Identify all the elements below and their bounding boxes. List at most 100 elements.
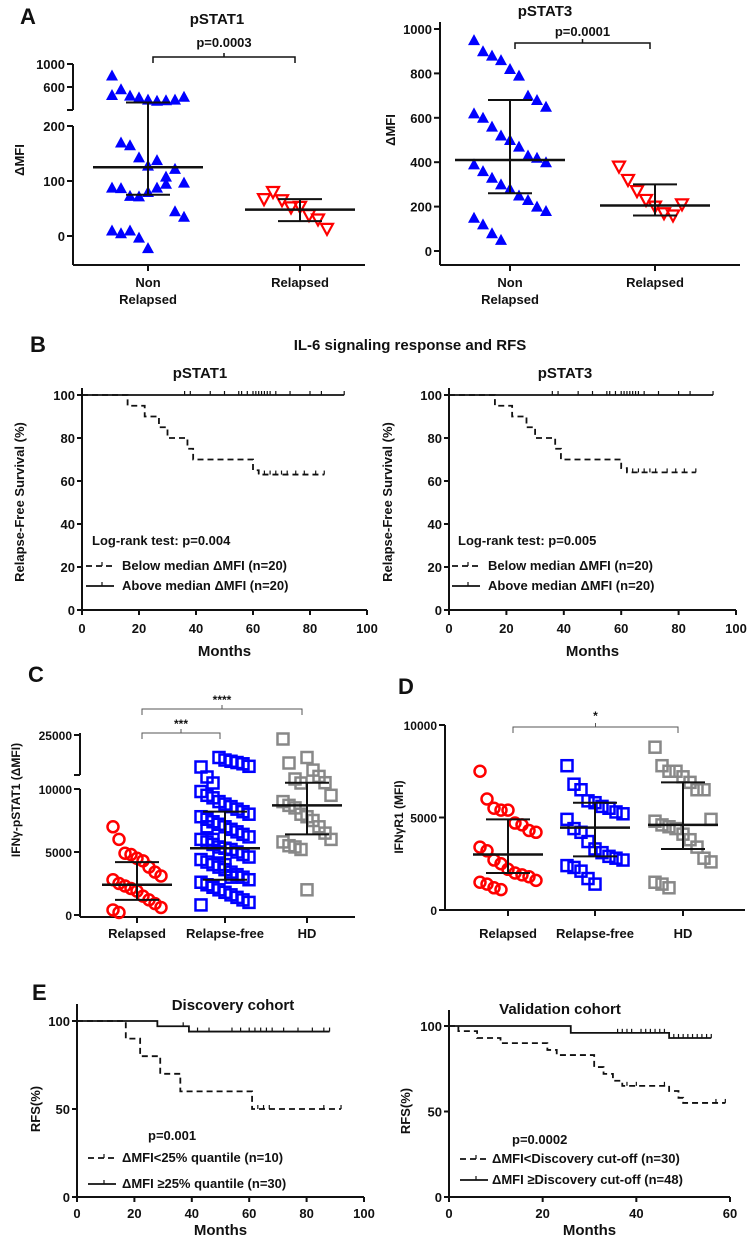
significance-label: * bbox=[593, 709, 598, 723]
data-point-square bbox=[648, 814, 662, 828]
y-tick-label: 40 bbox=[428, 517, 442, 532]
x-tick-label: 20 bbox=[127, 1206, 141, 1221]
data-point-triangle bbox=[124, 139, 136, 151]
significance-label: p=0.0001 bbox=[555, 24, 610, 39]
y-tick-label: 0 bbox=[68, 603, 75, 618]
data-point-square bbox=[683, 832, 697, 847]
data-point-square bbox=[242, 895, 256, 910]
y-tick-label: 100 bbox=[53, 388, 75, 403]
data-point-square bbox=[242, 850, 256, 864]
data-point-square bbox=[648, 875, 662, 889]
x-tick-label: Relapsed bbox=[119, 292, 177, 307]
data-point-triangle bbox=[638, 193, 654, 209]
data-point-square bbox=[697, 851, 711, 865]
x-tick-label: 60 bbox=[242, 1206, 256, 1221]
y-tick-label: 800 bbox=[410, 66, 432, 81]
data-point-triangle bbox=[265, 185, 281, 201]
y-tick-label: 80 bbox=[61, 431, 75, 446]
data-point-triangle bbox=[540, 205, 552, 217]
x-tick-label: Non bbox=[135, 275, 160, 290]
data-point-triangle bbox=[540, 100, 552, 112]
significance-bracket bbox=[141, 729, 221, 739]
y-axis-label: IFNγ-pSTAT1 (ΔMFI) bbox=[9, 743, 23, 857]
data-point-triangle bbox=[151, 154, 163, 166]
y-tick-label: 80 bbox=[428, 431, 442, 446]
x-tick-label: 20 bbox=[132, 621, 146, 636]
y-tick-label: 1000 bbox=[403, 22, 432, 37]
data-point-circle bbox=[529, 825, 543, 840]
data-point-circle bbox=[473, 764, 487, 778]
data-point-circle bbox=[154, 900, 168, 915]
survival-curve-solid bbox=[77, 1020, 330, 1033]
p-value-annotation: p=0.0002 bbox=[512, 1132, 567, 1147]
significance-label: **** bbox=[213, 693, 232, 707]
survival-curve-dashed bbox=[82, 394, 325, 476]
data-point-triangle bbox=[531, 200, 543, 212]
p-value-annotation: p=0.001 bbox=[148, 1128, 196, 1143]
y-tick-label: 0 bbox=[58, 229, 65, 244]
data-point-triangle bbox=[656, 207, 672, 222]
data-point-triangle bbox=[133, 91, 145, 103]
data-point-triangle bbox=[611, 160, 627, 175]
y-tick-label: 1000 bbox=[36, 57, 65, 72]
y-axis-label: RFS(%) bbox=[398, 1088, 413, 1134]
y-axis-label: ΔMFI bbox=[12, 144, 27, 176]
data-point-triangle bbox=[115, 136, 127, 148]
x-tick-label: 80 bbox=[303, 621, 317, 636]
data-point-triangle bbox=[477, 45, 489, 57]
chart-title: pSTAT3 bbox=[538, 365, 592, 382]
data-point-triangle bbox=[495, 129, 507, 141]
data-point-circle bbox=[508, 816, 522, 830]
data-point-square bbox=[574, 783, 588, 797]
x-tick-label: Relapsed bbox=[479, 926, 537, 941]
data-point-square bbox=[567, 860, 581, 875]
data-point-square bbox=[662, 881, 676, 895]
data-point-triangle bbox=[115, 182, 127, 194]
data-point-square bbox=[616, 807, 630, 821]
x-tick-label: Relapsed bbox=[271, 275, 329, 290]
legend-label: Above median ΔMFI (n=20) bbox=[122, 578, 288, 593]
panel-label-a: A bbox=[20, 4, 36, 29]
data-point-square bbox=[300, 883, 314, 897]
data-point-triangle bbox=[495, 54, 507, 66]
data-point-triangle bbox=[468, 34, 480, 46]
x-tick-label: Relapsed bbox=[481, 292, 539, 307]
x-tick-label: Relapse-free bbox=[556, 926, 634, 941]
data-point-square bbox=[242, 807, 256, 821]
data-point-triangle bbox=[124, 224, 136, 236]
legend-label: ΔMFI ≥25% quantile (n=30) bbox=[122, 1176, 286, 1191]
data-point-triangle bbox=[106, 69, 118, 81]
data-point-triangle bbox=[142, 242, 154, 254]
chart-title: pSTAT1 bbox=[190, 11, 244, 28]
y-tick-label: 60 bbox=[61, 474, 75, 489]
data-point-triangle bbox=[477, 218, 489, 230]
y-tick-label: 25000 bbox=[39, 729, 73, 743]
data-point-triangle bbox=[513, 140, 525, 152]
y-tick-label: 50 bbox=[56, 1102, 70, 1117]
y-axis-label: IFNγR1 (MFI) bbox=[392, 780, 406, 853]
data-point-square bbox=[662, 820, 676, 834]
data-point-circle bbox=[112, 832, 126, 847]
data-point-triangle bbox=[256, 193, 272, 208]
data-point-triangle bbox=[486, 120, 498, 132]
data-point-square bbox=[574, 864, 588, 878]
panel-label-e: E bbox=[32, 980, 47, 1005]
x-tick-label: 40 bbox=[189, 621, 203, 636]
y-tick-label: 600 bbox=[43, 80, 65, 95]
data-point-square bbox=[282, 756, 296, 770]
x-tick-label: 0 bbox=[445, 621, 452, 636]
data-point-triangle bbox=[468, 107, 480, 119]
data-point-triangle bbox=[495, 233, 507, 245]
data-point-circle bbox=[480, 844, 494, 858]
y-tick-label: 10000 bbox=[39, 783, 73, 797]
survival-curve-dashed bbox=[449, 1025, 726, 1104]
data-point-square bbox=[662, 764, 676, 778]
legend-label: ΔMFI<Discovery cut-off (n=30) bbox=[492, 1151, 680, 1166]
y-tick-label: 0 bbox=[425, 244, 432, 259]
data-point-circle bbox=[494, 882, 508, 897]
y-tick-label: 100 bbox=[48, 1014, 70, 1029]
data-point-triangle bbox=[178, 90, 190, 102]
x-tick-label: 100 bbox=[725, 621, 747, 636]
y-tick-label: 5000 bbox=[45, 846, 72, 860]
